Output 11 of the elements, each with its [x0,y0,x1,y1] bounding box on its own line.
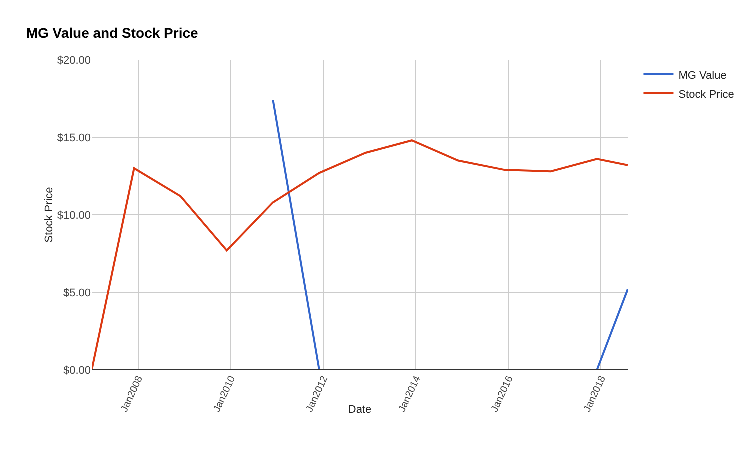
y-tick-label: $5.00 [63,287,91,300]
y-tick-label: $10.00 [57,210,91,222]
chart-title: MG Value and Stock Price [26,25,199,41]
legend-label: Stock Price [678,88,734,101]
y-tick-label: $15.00 [57,132,91,144]
y-tick-label: $0.00 [63,364,91,377]
y-tick-label: $20.00 [57,54,91,67]
y-axis-title: Stock Price [43,187,56,243]
line-series [92,140,628,370]
legend-label: MG Value [678,70,727,82]
x-axis-title: Date [348,404,372,416]
